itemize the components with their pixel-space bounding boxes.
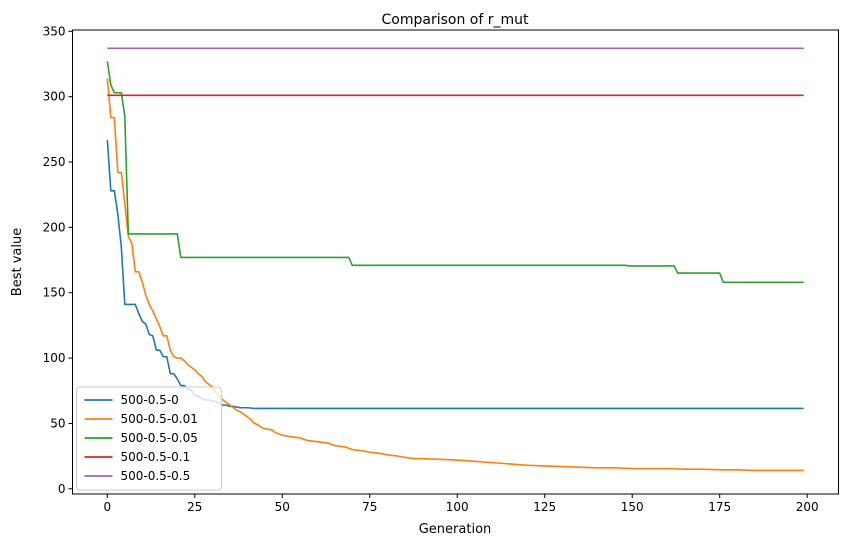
x-tick-label: 150 <box>621 500 644 514</box>
x-tick-label: 175 <box>708 500 731 514</box>
x-tick-label: 50 <box>275 500 290 514</box>
x-tick-label: 100 <box>446 500 469 514</box>
plot-frame <box>72 29 839 495</box>
y-tick-label: 250 <box>43 155 66 169</box>
y-axis-label: Best value <box>10 228 25 296</box>
legend: 500-0.5-0 500-0.5-0.01 500-0.5-0.05 500-0.5… <box>76 386 222 491</box>
series-layer <box>106 47 804 472</box>
x-tick-label: 200 <box>796 500 819 514</box>
legend-label: 500-0.5-0 <box>121 393 179 407</box>
series-line-1 <box>106 78 804 472</box>
x-tick-label: 125 <box>533 500 556 514</box>
y-tick-label: 350 <box>43 24 66 38</box>
legend-label: 500-0.5-0.1 <box>121 450 191 464</box>
legend-box <box>76 386 222 491</box>
chart-title: Comparison of r_mut <box>382 12 529 28</box>
y-tick-label: 50 <box>50 416 65 430</box>
y-tick-label: 300 <box>43 90 66 104</box>
legend-label: 500-0.5-0.01 <box>121 412 198 426</box>
x-tick-label: 0 <box>103 500 111 514</box>
legend-label: 500-0.5-0.05 <box>121 431 198 445</box>
y-tick-label: 200 <box>43 220 66 234</box>
y-axis-ticks: 0 50 100 150 200 250 300 350 <box>43 24 73 496</box>
x-axis-label: Generation <box>419 522 492 537</box>
y-tick-label: 150 <box>43 286 66 300</box>
x-tick-label: 25 <box>187 500 202 514</box>
x-tick-label: 75 <box>362 500 377 514</box>
y-tick-label: 100 <box>43 351 66 365</box>
y-tick-label: 0 <box>58 482 66 496</box>
series-line-2 <box>106 61 804 284</box>
legend-label: 500-0.5-0.5 <box>121 469 191 483</box>
x-axis-ticks: 0 25 50 75 100 125 150 175 200 <box>103 494 819 514</box>
